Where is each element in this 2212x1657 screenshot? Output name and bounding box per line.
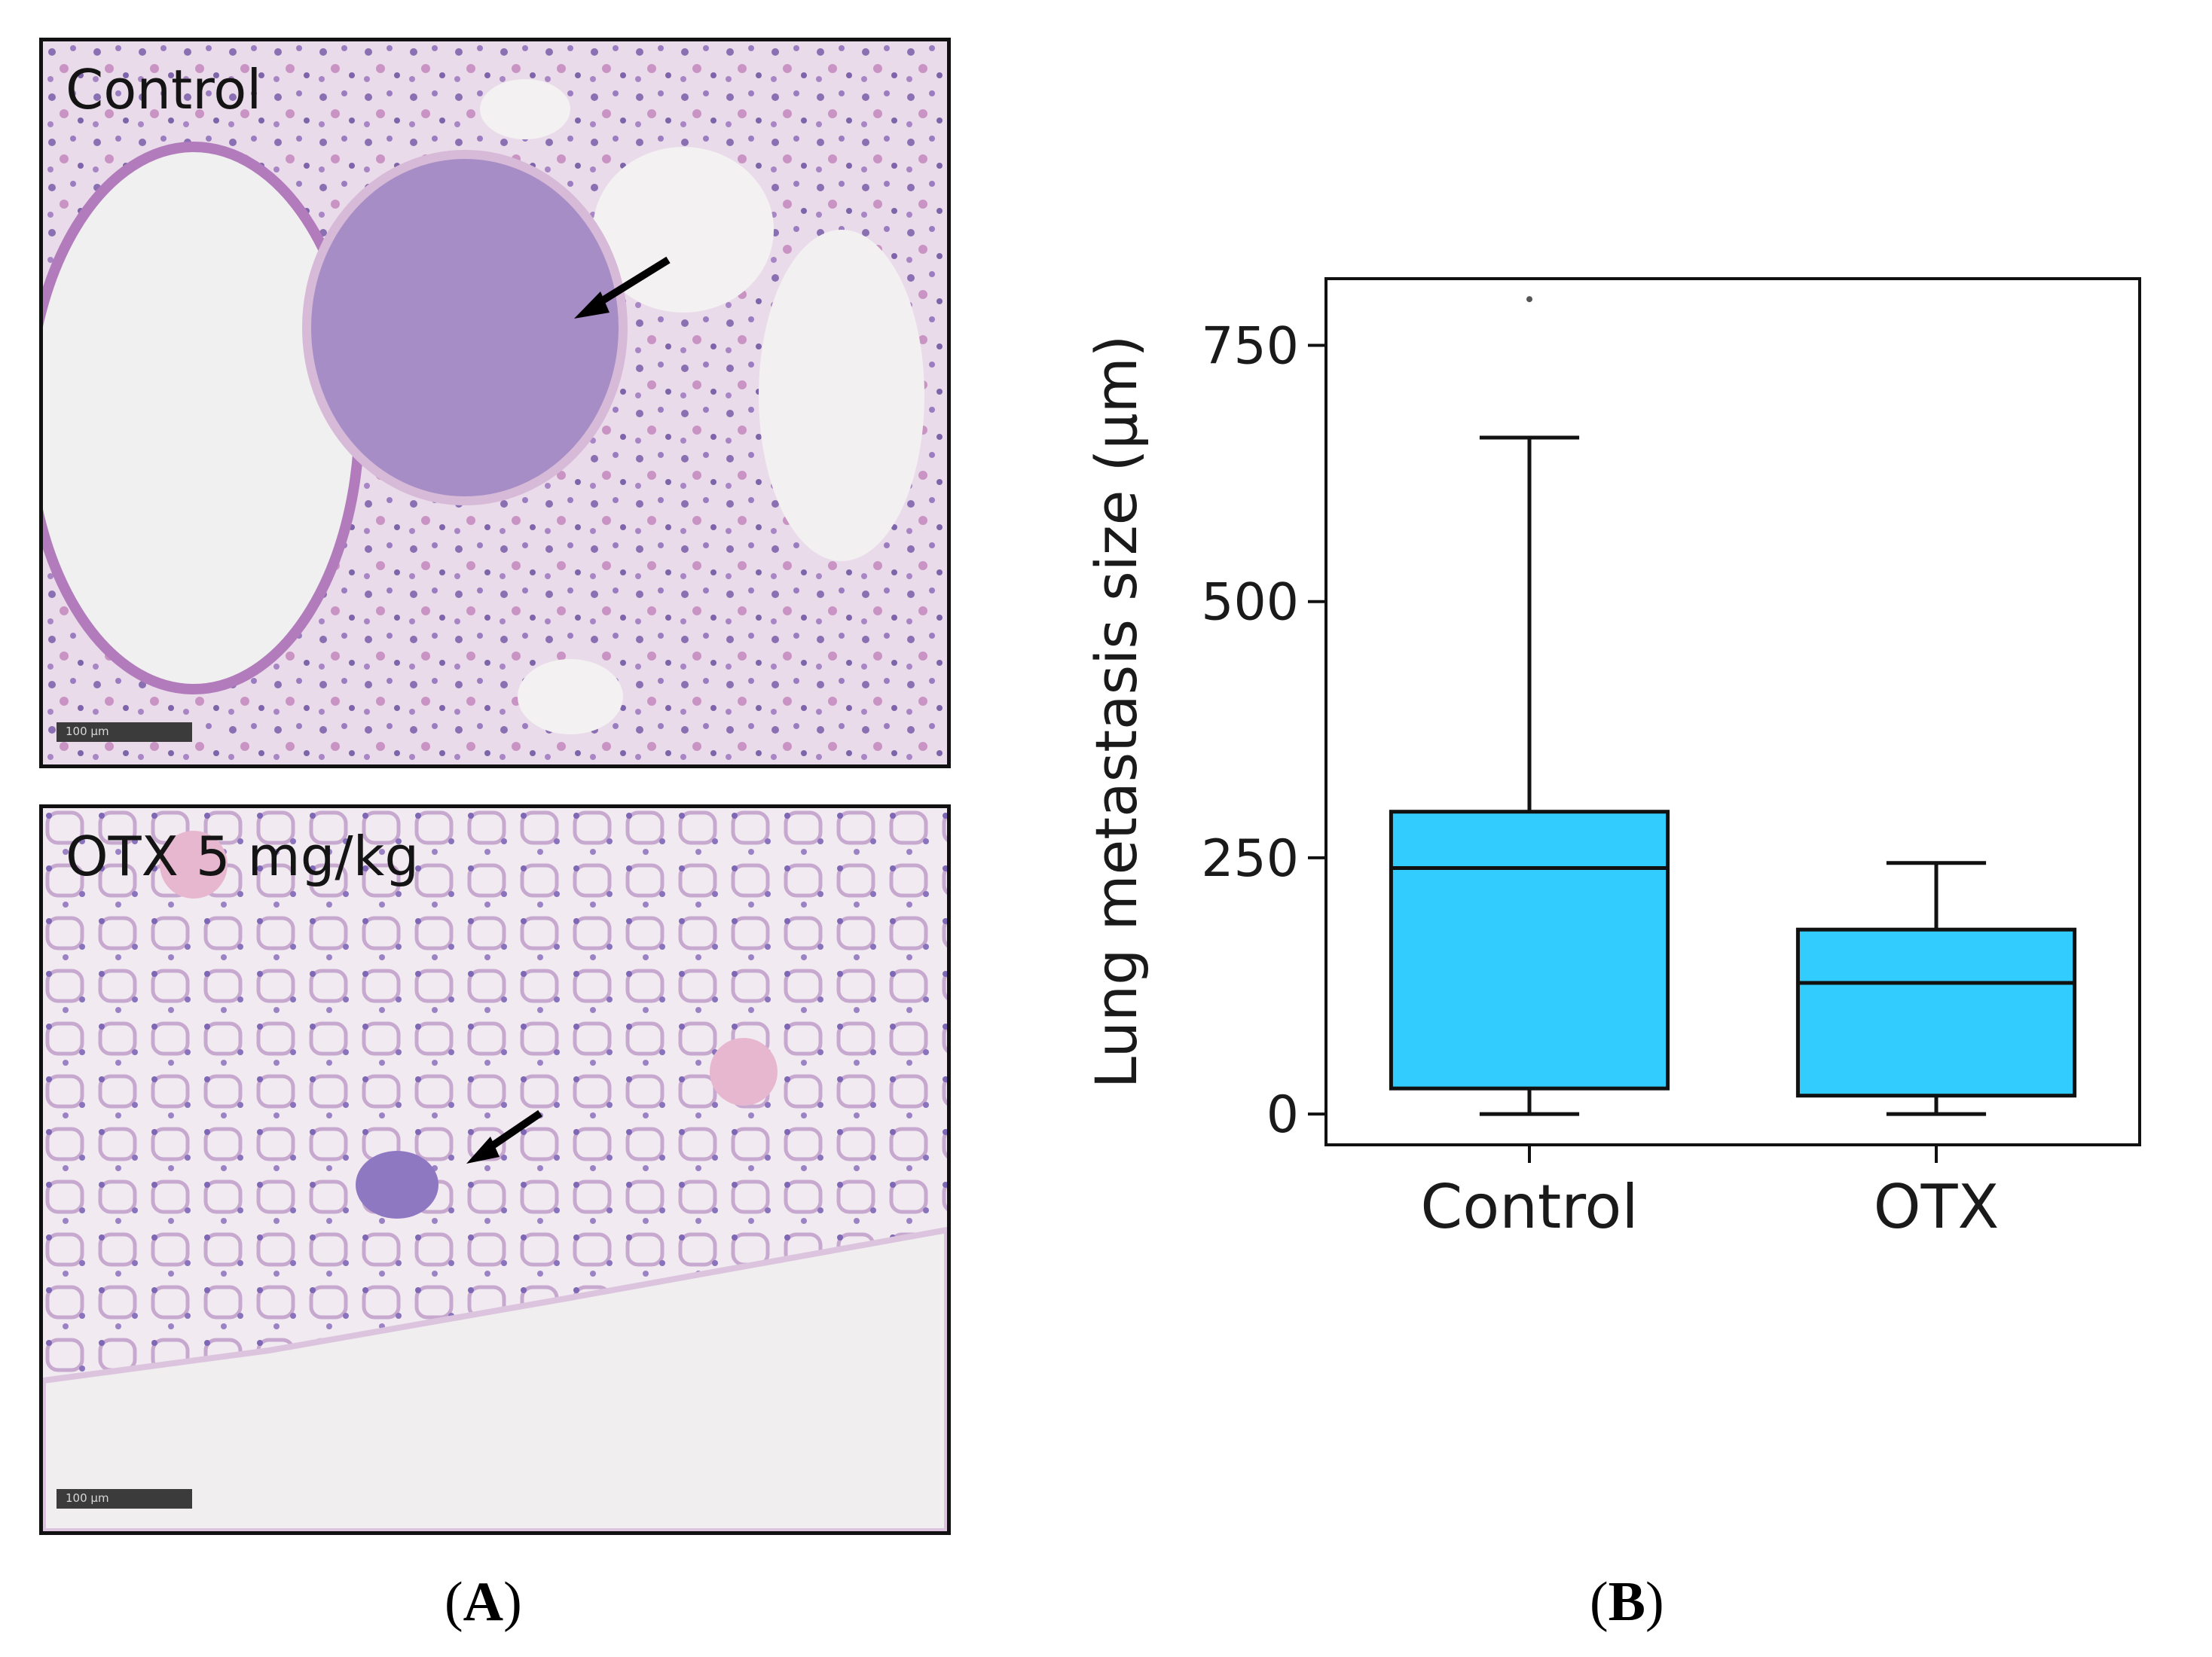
boxplot-chart: 0 250 500 750 Lung metastasis size (µm) Contr… [1083, 277, 2141, 1242]
y-tick-label: 750 [1201, 316, 1299, 376]
x-tick-label: OTX [1874, 1172, 2000, 1242]
image-label-control: Control [66, 58, 262, 121]
outlier-point [1526, 296, 1532, 303]
scalebar-text: 100 µm [66, 725, 109, 738]
panel-letter-a-text: A [463, 1571, 504, 1633]
box-control [1389, 810, 1670, 1091]
panel-letter-b-text: B [1608, 1571, 1646, 1633]
y-tick-label: 500 [1201, 573, 1299, 633]
chart-layer: 0 250 500 750 Lung metastasis size (µm) Contr… [1083, 277, 2141, 1242]
scalebar: 100 µm [57, 722, 192, 742]
scalebar-text: 100 µm [66, 1491, 109, 1505]
panel-letter-b: (B) [1590, 1571, 1664, 1633]
histology-image-otx: OTX 5 mg/kg 100 µm [39, 804, 951, 1535]
plot-frame [1324, 277, 2141, 1146]
y-axis-label: Lung metastasis size (µm) [1083, 335, 1150, 1089]
image-label-otx: OTX 5 mg/kg [66, 825, 420, 888]
scalebar: 100 µm [57, 1489, 192, 1509]
tissue-texture-otx [43, 808, 947, 1531]
histology-image-control: Control 100 µm [39, 38, 951, 768]
box-otx [1795, 927, 2077, 1098]
x-tick-label: Control [1420, 1172, 1638, 1242]
tissue-texture-control [43, 41, 947, 764]
y-tick-label: 250 [1201, 829, 1299, 889]
panel-letter-a: (A) [445, 1571, 522, 1633]
y-tick-label: 0 [1266, 1085, 1299, 1145]
